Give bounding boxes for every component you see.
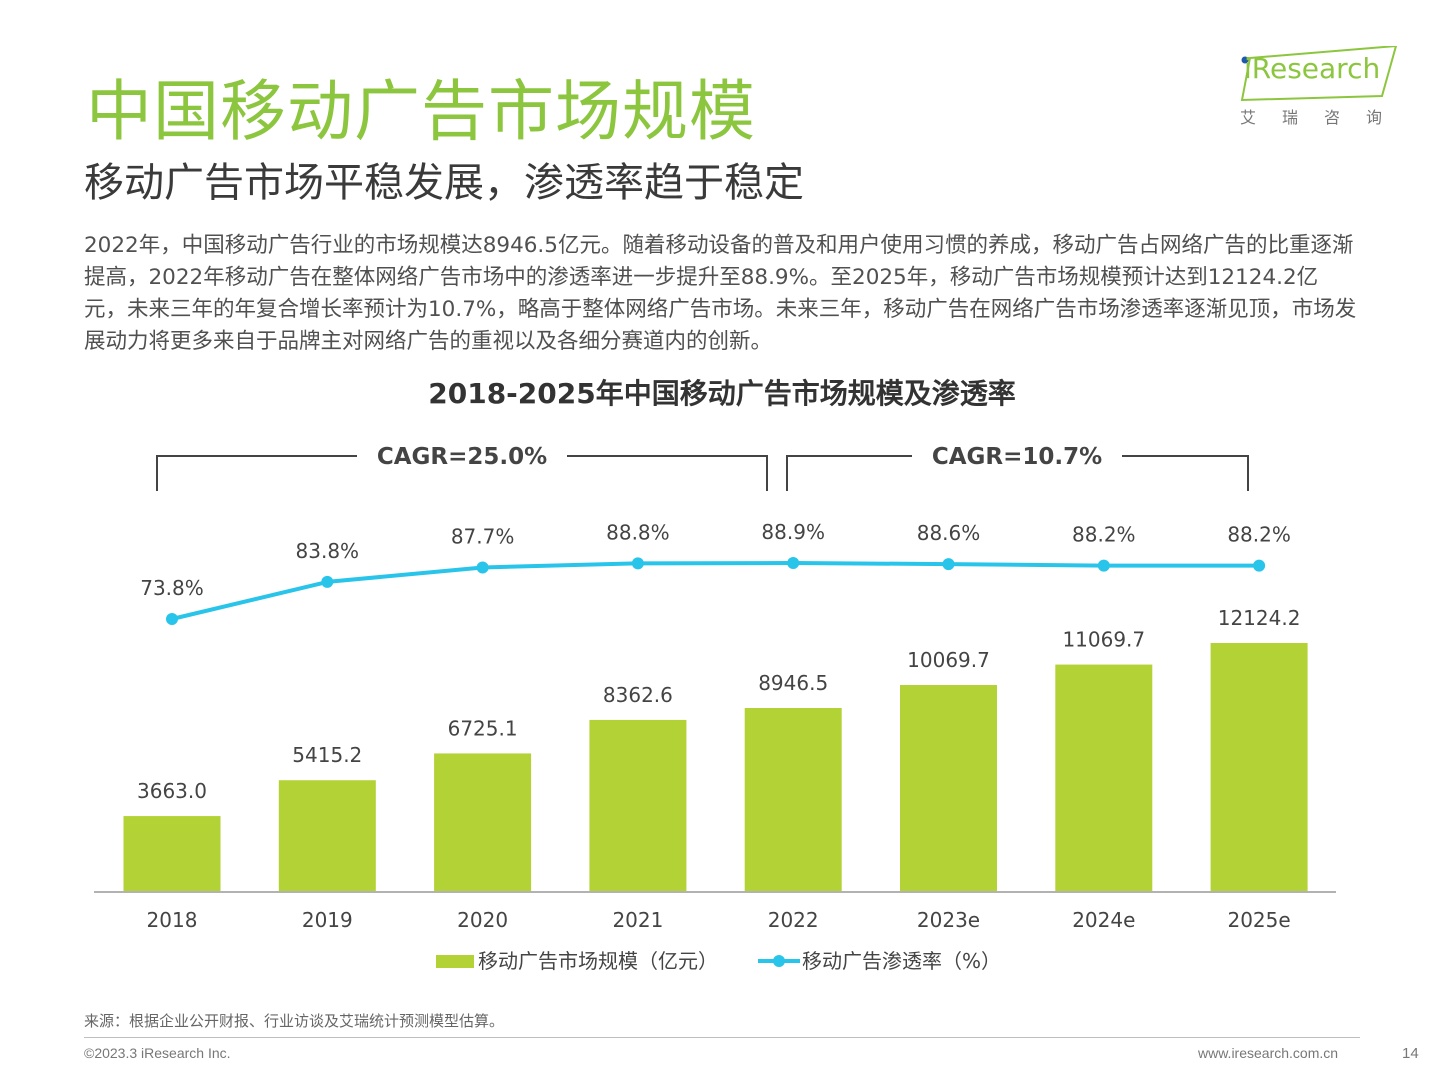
- legend-line-label: 移动广告渗透率（%）: [802, 949, 1001, 973]
- line-value-label: 88.8%: [606, 520, 670, 544]
- bar-2023e: [900, 685, 997, 891]
- x-tick-label: 2022: [768, 908, 819, 932]
- chart-title: 2018-2025年中国移动广告市场规模及渗透率: [428, 377, 1015, 410]
- line-point-2022: [787, 557, 800, 569]
- penetration-rate-line: [171, 561, 1260, 621]
- line-point-2018: [166, 613, 178, 625]
- bar-2020: [434, 753, 532, 891]
- line-point-2025e: [1253, 559, 1266, 572]
- page-number: 14: [1402, 1045, 1419, 1062]
- legend-bar-label: 移动广告市场规模（亿元）: [478, 949, 718, 973]
- line-point-2021: [631, 557, 644, 570]
- x-tick-label: 2023e: [917, 908, 980, 932]
- cagr-bracket-right: [1122, 455, 1249, 491]
- line-value-label: 83.8%: [296, 539, 360, 563]
- line-value-label: 88.2%: [1227, 523, 1291, 547]
- bar-2018: [123, 816, 221, 891]
- legend-bar-swatch: [436, 955, 474, 968]
- bar-value-label: 11069.7: [1062, 628, 1145, 652]
- line-point-2023e: [942, 558, 955, 571]
- source-note: 来源：根据企业公开财报、行业访谈及艾瑞统计预测模型估算。: [84, 1012, 505, 1030]
- x-tick-label: 2018: [147, 908, 198, 932]
- summary-paragraph: 2022年，中国移动广告行业的市场规模达8946.5亿元。随着移动设备的普及和用…: [84, 233, 1357, 354]
- footer-divider: [84, 1037, 1360, 1038]
- x-tick-label: 2020: [457, 908, 508, 932]
- bar-value-label: 10069.7: [907, 648, 990, 672]
- cagr-bracket-right: [567, 455, 768, 491]
- market-size-chart: 2018-2025年中国移动广告市场规模及渗透率 CAGR=25.0% CAGR=…: [94, 377, 1336, 973]
- bar-value-label: 12124.2: [1218, 606, 1301, 630]
- legend-line-marker: [773, 955, 785, 967]
- line-value-label: 88.2%: [1072, 523, 1136, 547]
- bar-value-label: 3663.0: [137, 779, 207, 803]
- bar-2024e: [1055, 664, 1153, 891]
- x-tick-label: 2024e: [1072, 908, 1135, 932]
- line-point-2019: [321, 575, 334, 588]
- page-title: 中国移动广告市场规模: [86, 73, 756, 150]
- x-tick-label: 2019: [302, 908, 353, 932]
- copyright: ©2023.3 iResearch Inc.: [84, 1045, 231, 1061]
- page-subtitle: 移动广告市场平稳发展，渗透率趋于稳定: [84, 160, 804, 206]
- line-point-2020: [476, 561, 489, 574]
- bar-2022: [744, 707, 842, 891]
- x-tick-label: 2025e: [1227, 908, 1290, 932]
- bar-2019: [278, 780, 376, 891]
- line-value-label: 73.8%: [140, 576, 204, 600]
- logo-chinese-name: 艾瑞咨询: [1240, 108, 1409, 127]
- bar-value-label: 8946.5: [758, 671, 828, 695]
- x-tick-label: 2021: [612, 908, 663, 932]
- cagr-label: CAGR=25.0%: [377, 444, 547, 470]
- bar-value-label: 5415.2: [292, 743, 362, 767]
- cagr-bracket-left: [786, 455, 912, 491]
- cagr-bracket-left: [156, 455, 357, 491]
- bar-value-label: 6725.1: [448, 716, 518, 740]
- bar-2021: [589, 719, 687, 891]
- line-value-label: 87.7%: [451, 524, 515, 548]
- bar-2025e: [1210, 643, 1308, 891]
- line-point-2024e: [1097, 559, 1110, 572]
- logo-wordmark: iResearch: [1244, 52, 1381, 85]
- cagr-label: CAGR=10.7%: [932, 444, 1102, 470]
- bar-value-label: 8362.6: [603, 683, 673, 707]
- website-link[interactable]: www.iresearch.com.cn: [1198, 1045, 1339, 1061]
- line-value-label: 88.9%: [761, 520, 825, 544]
- logo-badge: [1240, 46, 1398, 102]
- line-value-label: 88.6%: [917, 521, 981, 545]
- iresearch-logo: iResearch 艾瑞咨询: [1236, 46, 1409, 127]
